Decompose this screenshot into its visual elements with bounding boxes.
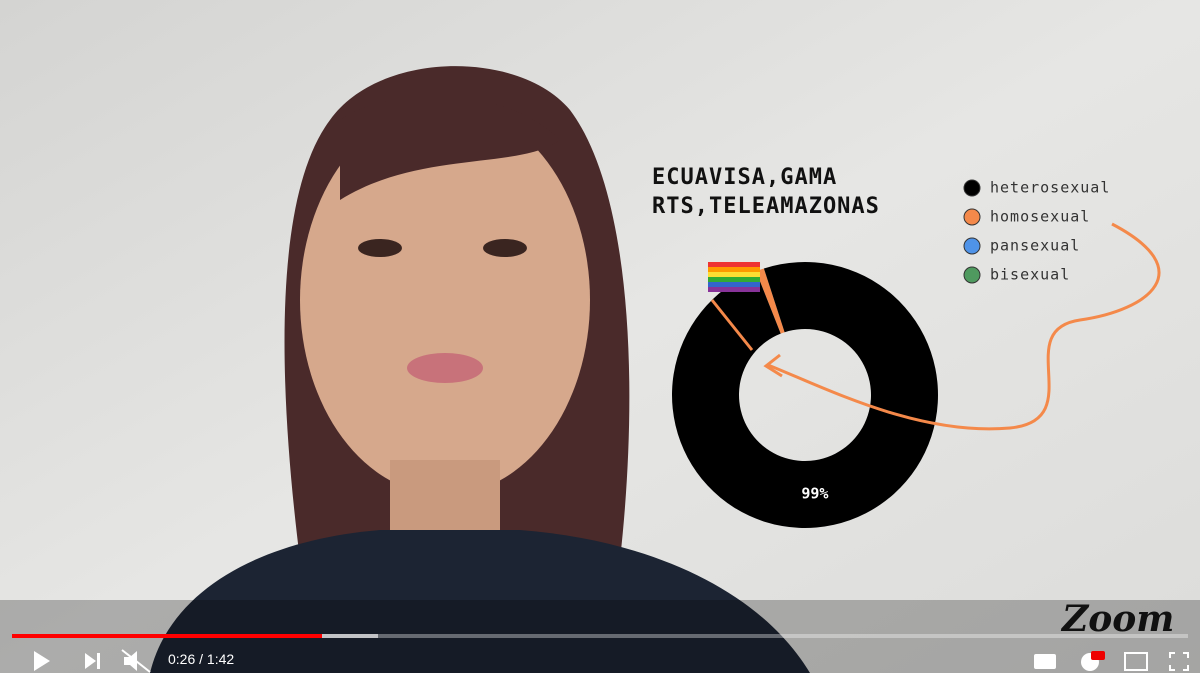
value-label: 99% <box>801 485 828 503</box>
chart-title: ECUAVISA,GAMA RTS,TELEAMAZONAS <box>652 163 902 221</box>
mouth <box>407 353 483 383</box>
legend-label: homosexual <box>990 208 1090 226</box>
rainbow-flag <box>708 262 760 292</box>
played-bar <box>12 634 322 638</box>
eye <box>483 239 527 257</box>
legend-swatch <box>964 209 980 225</box>
eye <box>358 239 402 257</box>
legend-label: pansexual <box>990 237 1080 255</box>
time-display: 0:26 / 1:42 <box>168 651 234 667</box>
video-frame: 1%99% heterosexualhomosexualpansexualbis… <box>0 0 1200 673</box>
video-player: 1%99% heterosexualhomosexualpansexualbis… <box>0 0 1200 673</box>
legend-swatch <box>964 180 980 196</box>
hd-badge <box>1091 651 1105 660</box>
legend-label: heterosexual <box>990 179 1110 197</box>
subtitles-button[interactable] <box>1034 654 1056 669</box>
legend-swatch <box>964 238 980 254</box>
channel-logo: Zoom <box>1062 598 1174 640</box>
legend-label: bisexual <box>990 266 1070 284</box>
legend-swatch <box>964 267 980 283</box>
